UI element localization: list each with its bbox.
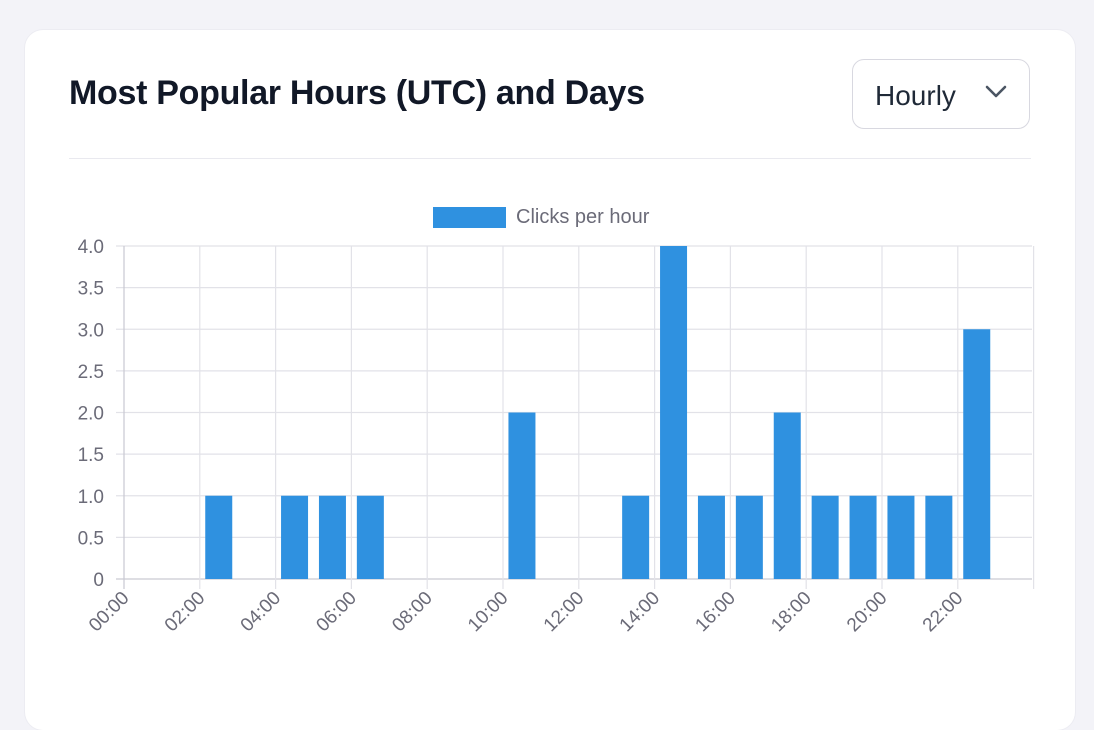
view-select-value: Hourly bbox=[875, 80, 956, 111]
bar-1400 bbox=[660, 246, 688, 579]
x-tick-label: 10:00 bbox=[464, 588, 512, 636]
legend-label: Clicks per hour bbox=[516, 206, 650, 228]
clicks-bar-chart: 0 0.5 1.0 1.5 2.0 2.5 3.0 3.5 4.0 00:00 02:00 04:00… bbox=[78, 206, 1035, 636]
y-tick-label: 3.0 bbox=[78, 320, 104, 341]
bar-1900 bbox=[849, 495, 877, 579]
y-tick-label: 2.0 bbox=[78, 404, 104, 425]
x-tick-label: 22:00 bbox=[919, 588, 967, 636]
bar-1500 bbox=[697, 495, 725, 579]
bar-1600 bbox=[735, 495, 763, 579]
x-tick-label: 04:00 bbox=[237, 588, 285, 636]
y-tick-label: 0 bbox=[93, 570, 104, 591]
x-tick-label: 18:00 bbox=[767, 588, 815, 636]
legend[interactable]: Clicks per hour bbox=[433, 206, 650, 228]
x-tick-label: 06:00 bbox=[312, 588, 360, 636]
y-tick-label: 0.5 bbox=[78, 528, 104, 549]
bar-layer bbox=[205, 246, 991, 579]
bar-2200 bbox=[963, 329, 991, 579]
x-tick-label: 12:00 bbox=[540, 588, 588, 636]
bar-0500 bbox=[318, 495, 346, 579]
x-tick-label: 14:00 bbox=[616, 588, 664, 636]
grid-layer bbox=[116, 245, 1035, 589]
legend-swatch bbox=[433, 207, 506, 228]
bar-2100 bbox=[925, 495, 953, 579]
bar-1000 bbox=[508, 412, 536, 579]
x-tick-label: 00:00 bbox=[85, 588, 133, 636]
x-tick-label: 20:00 bbox=[843, 588, 891, 636]
y-tick-label: 1.0 bbox=[78, 487, 104, 508]
bar-1700 bbox=[773, 412, 801, 579]
chevron-down-icon bbox=[985, 85, 1007, 98]
view-select-dropdown[interactable]: Hourly bbox=[852, 59, 1030, 129]
bar-1800 bbox=[811, 495, 839, 579]
x-tick-label: 08:00 bbox=[388, 588, 436, 636]
y-tick-label: 1.5 bbox=[78, 445, 104, 466]
bar-1300 bbox=[622, 495, 650, 579]
bar-2000 bbox=[887, 495, 915, 579]
y-tick-label: 3.5 bbox=[78, 279, 104, 300]
x-tick-label: 02:00 bbox=[161, 588, 209, 636]
y-tick-label: 2.5 bbox=[78, 362, 104, 383]
bar-0200 bbox=[205, 495, 233, 579]
y-tick-label: 4.0 bbox=[78, 237, 104, 258]
card-title: Most Popular Hours (UTC) and Days bbox=[69, 74, 645, 112]
bar-0600 bbox=[356, 495, 384, 579]
card-divider bbox=[69, 158, 1031, 159]
x-tick-label: 16:00 bbox=[691, 588, 739, 636]
bar-0400 bbox=[281, 495, 309, 579]
